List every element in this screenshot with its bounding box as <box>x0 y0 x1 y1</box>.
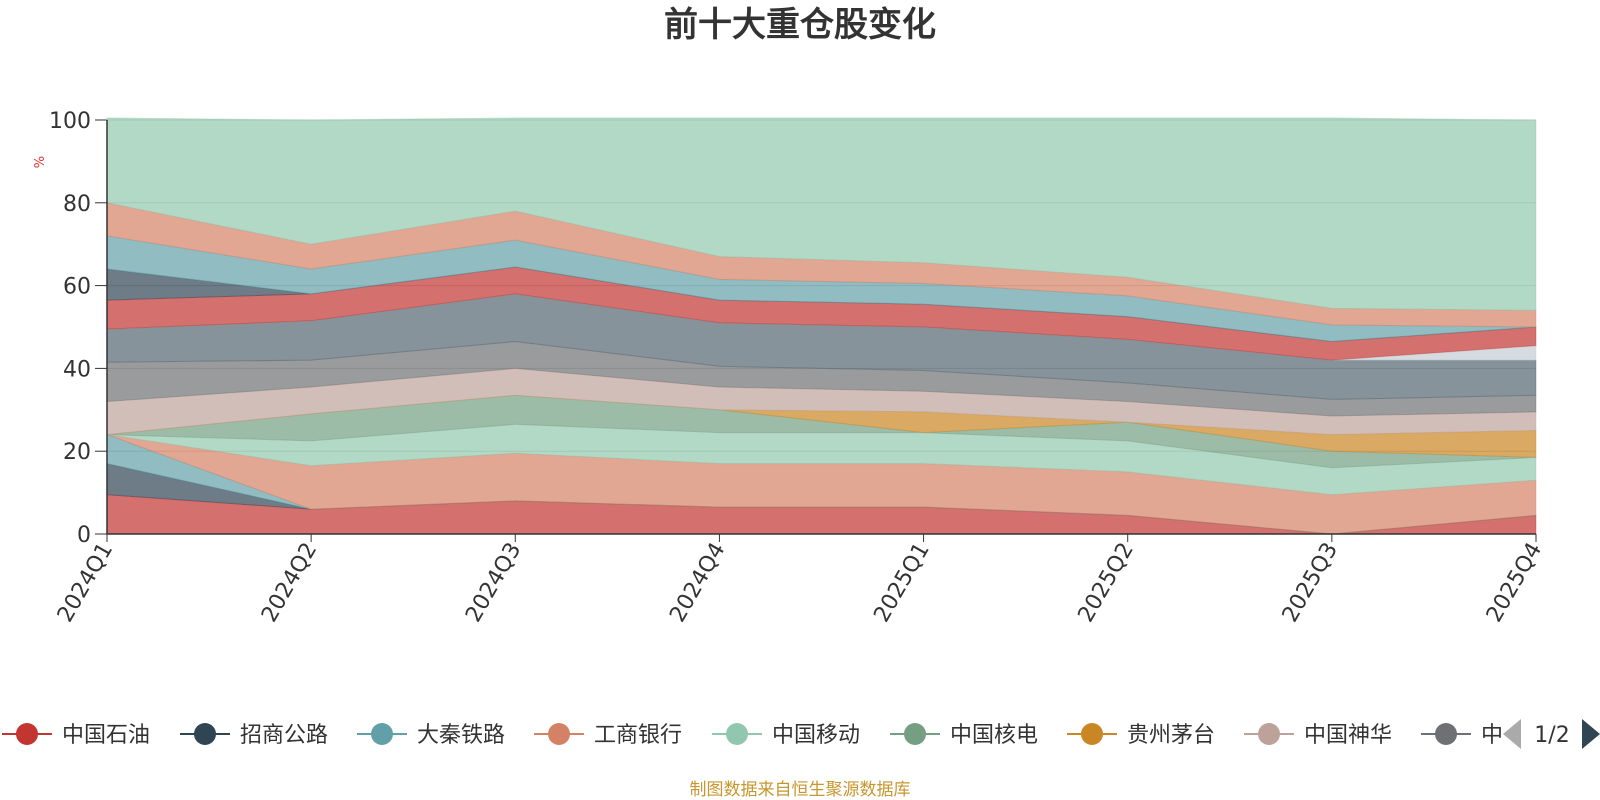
legend-marker <box>16 723 38 745</box>
legend-label: 中国石油 <box>62 723 150 748</box>
legend-label: 招商公路 <box>240 723 328 748</box>
legend-next-icon[interactable] <box>1582 719 1600 749</box>
legend-item[interactable]: 中国移动 <box>712 723 860 748</box>
legend-label: 中国神华 <box>1304 723 1392 748</box>
area-series-mark <box>106 266 1537 361</box>
y-tick-label: 20 <box>63 440 91 465</box>
legend-prev-icon[interactable] <box>1503 719 1521 749</box>
legend-marker <box>904 723 926 745</box>
legend-marker <box>194 723 216 745</box>
data-source-note: 制图数据来自恒生聚源数据库 <box>690 780 911 800</box>
legend-label: 大秦铁路 <box>417 723 505 748</box>
legend-page-indicator: 1/2 <box>1534 723 1569 748</box>
legend-label: 工商银行 <box>594 723 682 748</box>
y-tick-label: 100 <box>49 109 91 134</box>
area-series-mark <box>106 394 1537 458</box>
x-tick-label: 2025Q3 <box>1278 539 1343 627</box>
legend: 中国石油 招商公路 大秦铁路 工商银行 中国移动 中国核电 贵州茅台 中国神华 中 1/2 <box>2 719 1600 749</box>
area-series-mark <box>106 423 1537 496</box>
legend-marker <box>548 723 570 745</box>
legend-item[interactable]: 招商公路 <box>180 723 328 748</box>
area-series-mark <box>106 340 1537 417</box>
y-tick-label: 40 <box>63 357 91 382</box>
x-tick-label: 2025Q1 <box>869 539 934 627</box>
legend-item[interactable]: 中 <box>1421 723 1503 748</box>
legend-label: 中 <box>1481 723 1503 748</box>
legend-marker <box>726 723 748 745</box>
x-tick-label: 2025Q4 <box>1482 539 1547 627</box>
x-tick-label: 2025Q2 <box>1074 539 1139 627</box>
area-series-mark <box>106 117 1537 311</box>
legend-item[interactable]: 中国神华 <box>1244 723 1392 748</box>
y-tick-label: 0 <box>77 523 91 548</box>
area-series-mark <box>106 235 1537 343</box>
area-series-mark <box>106 202 1537 328</box>
area-series-mark <box>106 434 1537 535</box>
legend-marker <box>1435 723 1457 745</box>
legend-item[interactable]: 中国石油 <box>2 723 150 748</box>
legend-label: 中国核电 <box>950 723 1038 748</box>
x-tick-label: 2024Q3 <box>461 539 526 627</box>
legend-label: 贵州茅台 <box>1127 723 1215 748</box>
y-tick-label: 80 <box>63 192 91 217</box>
legend-marker <box>1081 723 1103 745</box>
legend-item[interactable]: 大秦铁路 <box>357 723 505 748</box>
y-axis-unit: % <box>33 156 48 168</box>
legend-item[interactable]: 中国核电 <box>890 723 1038 748</box>
legend-marker <box>1258 723 1280 745</box>
chart-title: 前十大重仓股变化 <box>664 5 936 45</box>
y-tick-label: 60 <box>63 275 91 300</box>
x-tick-label: 2024Q4 <box>665 539 730 627</box>
area-series-mark <box>106 293 1537 400</box>
area-series <box>106 117 1537 535</box>
x-tick-label: 2024Q2 <box>257 539 322 627</box>
legend-item[interactable]: 贵州茅台 <box>1067 723 1215 748</box>
x-tick-label: 2024Q1 <box>53 539 118 627</box>
legend-label: 中国移动 <box>772 723 860 748</box>
area-series-mark <box>106 293 1537 361</box>
legend-pager: 1/2 <box>1503 719 1600 749</box>
legend-marker <box>371 723 393 745</box>
legend-item[interactable]: 工商银行 <box>534 723 682 748</box>
